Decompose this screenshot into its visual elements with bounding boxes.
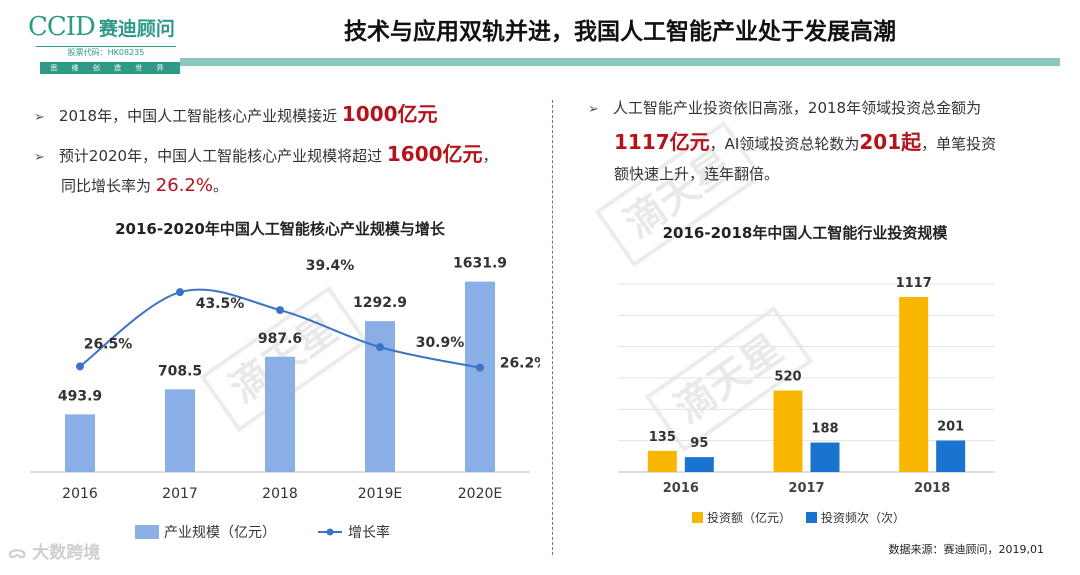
x-tick-label: 2020E [458,486,502,502]
bullet-investment-line3: 额快速上升，连年翻倍。 [614,158,779,190]
growth-rate-point [376,343,384,352]
chart1-title: 2016-2020年中国人工智能核心产业规模与增长 [115,220,445,238]
x-tick-label: 2016 [62,486,98,502]
growth-rate-point [476,363,484,372]
legend-label: 产业规模（亿元） [164,525,276,541]
bullet-text: 人工智能产业投资依旧高涨，2018年领域投资总金额为 [612,99,982,117]
bar-investment-amount [773,390,803,472]
bar-investment-amount [899,297,929,472]
bullet-text: 。 [212,177,228,195]
chart2-title: 2016-2018年中国人工智能行业投资规模 [662,224,948,242]
bullet-2020-forecast: ➢ 预计2020年，中国人工智能核心产业规模将超过 1600亿元， [34,138,498,174]
bar-investment-count [684,457,714,472]
growth-rate-line [79,288,481,369]
bar-investment-count [936,440,966,472]
legend-swatch-amount [692,512,703,523]
bar-value-label: 1117 [896,276,932,291]
bullet-text: 同比增长率为 [61,177,152,195]
chart2-plot: 135 95 2016 520 188 2017 1117 201 2018 投资额（亿元） 投资频… [618,276,995,525]
legend-label: 投资额（亿元） [707,510,791,525]
growth-rate-label: 43.5% [196,296,245,312]
bar-value-label: 135 [649,430,676,445]
logo-stock-code: 股票代码：HK08235 [36,46,176,58]
x-tick-label: 2016 [663,481,699,496]
logo-name: 赛迪顾问 [98,18,175,40]
x-tick-label: 2018 [914,481,950,496]
section-divider [552,100,553,555]
arrow-icon: ➢ [34,150,45,165]
legend-label: 增长率 [348,524,390,541]
growth-rate-point [176,288,184,297]
bar-value-label: 201 [937,420,964,435]
bar-value-label: 520 [774,370,801,385]
growth-rate-label: 39.4% [306,258,355,274]
arrow-icon: ➢ [588,102,599,117]
bullet-growth-rate: 同比增长率为 26.2%。 [61,170,228,202]
bar-industry-scale [65,414,95,472]
x-tick-label: 2017 [788,481,824,496]
arrow-icon: ➢ [34,110,45,125]
bar-industry-scale [465,281,495,472]
bar-investment-count [810,442,840,472]
growth-rate-point [276,306,284,315]
page-title: 技术与应用双轨并进，我国人工智能产业处于发展高潮 [344,19,896,45]
bullet-value: 1600亿元 [386,142,483,166]
bar-investment-amount [647,450,677,472]
growth-rate-label: 26.2% [500,356,540,372]
growth-rate-point [76,362,84,371]
bar-value-label: 188 [811,422,838,437]
bar-value-label: 1631.9 [453,256,507,272]
bullet-investment-line2: 1117亿元，AI领域投资总轮数为201起，单笔投资 [614,126,996,160]
chart1-plot: 493.9 2016 708.5 2017 987.6 2018 1292.9 2019E 16… [30,256,540,541]
bullet-text: 额快速上升，连年翻倍。 [614,165,780,183]
bullet-value: 1000亿元 [341,102,438,126]
legend-label: 投资频次（次） [821,510,905,525]
bar-value-label: 95 [690,436,708,451]
bar-industry-scale [165,389,195,472]
bullet-2018-scale: ➢ 2018年，中国人工智能核心产业规模接近 1000亿元 [34,98,438,134]
logo-ccid: CCID [28,12,96,42]
bullet-value: 1117亿元 [614,130,710,154]
legend-swatch-line-point [326,528,334,536]
bar-value-label: 493.9 [58,388,102,404]
bullet-value: 26.2% [155,175,213,196]
bullet-text: 预计2020年，中国人工智能核心产业规模将超过 [58,147,383,165]
data-source: 数据来源：赛迪顾问，2019,01 [888,543,1045,556]
bar-value-label: 1292.9 [353,295,407,311]
bullet-investment: ➢ 人工智能产业投资依旧高涨，2018年领域投资总金额为 [588,92,981,126]
legend-swatch-bar [135,525,159,539]
growth-rate-label: 26.5% [84,336,133,352]
bullet-text: 2018年，中国人工智能核心产业规模接近 [58,107,338,125]
ccid-logo: CCID 赛迪顾问 股票代码：HK08235 思 维 创 造 世 界 [10,8,180,74]
x-tick-label: 2018 [262,486,298,502]
legend-swatch-count [806,512,817,523]
bullet-text: ， [482,147,498,165]
bar-value-label: 987.6 [258,331,302,347]
bar-value-label: 708.5 [158,363,202,379]
bullet-text: ，单笔投资 [921,135,997,153]
corner-watermark: ᯅ 大数跨境 [8,543,101,563]
bullet-value: 201起 [859,130,922,154]
logo-slogan: 思 维 创 造 世 界 [40,62,180,74]
bar-industry-scale [265,356,295,472]
x-tick-label: 2019E [358,486,402,502]
title-underline [180,58,1060,66]
bullet-text: ，AI领域投资总轮数为 [709,135,860,153]
corner-watermark-text: 大数跨境 [32,543,101,563]
growth-rate-label: 30.9% [416,335,465,351]
x-tick-label: 2017 [162,486,198,502]
